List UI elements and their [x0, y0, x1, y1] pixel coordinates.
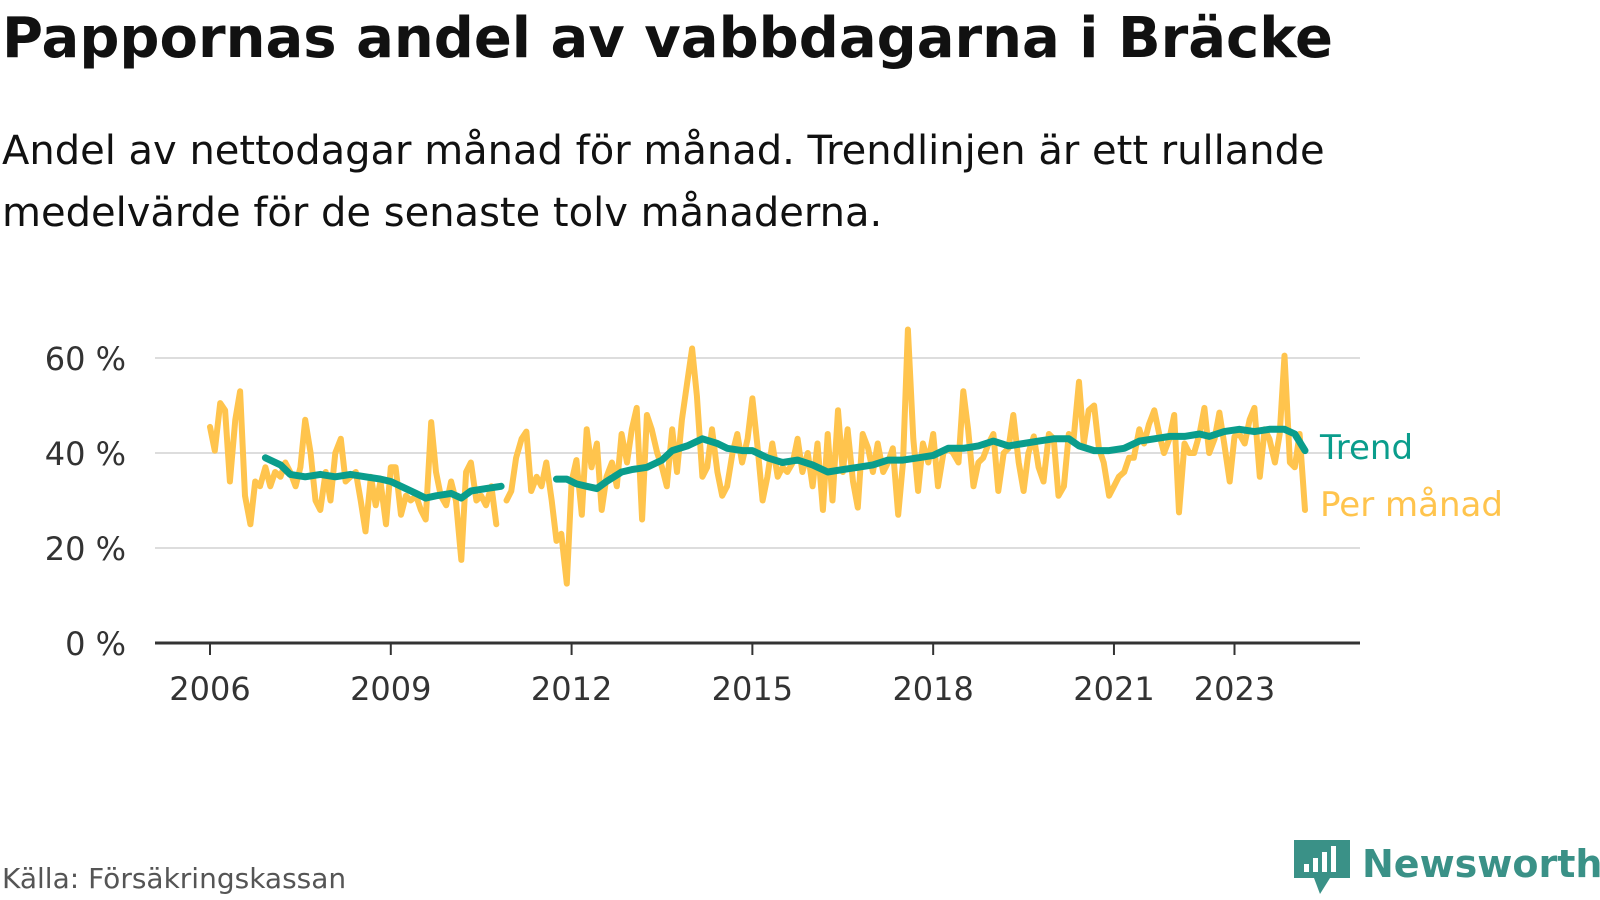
x-tick-label: 2021: [1073, 670, 1154, 708]
series-line-per-manad-segment-2: [503, 326, 1308, 587]
y-tick-label: 20 %: [45, 530, 126, 568]
label-trend: Trend: [1319, 428, 1413, 468]
y-tick-label: 40 %: [45, 435, 126, 473]
x-tick-label: 2012: [531, 670, 612, 708]
series-line-trend-segment-2: [553, 425, 1309, 493]
newsworthy-logo[interactable]: Newsworthy: [1290, 838, 1600, 898]
x-tick-label: 2023: [1194, 670, 1275, 708]
x-tick-label: 2015: [712, 670, 793, 708]
source-note: Källa: Försäkringskassan: [2, 862, 347, 895]
label-per-manad: Per månad: [1320, 485, 1503, 525]
x-tick-label: 2009: [350, 670, 431, 708]
page-title: Pappornas andel av vabbdagarna i Bräcke: [2, 6, 1333, 71]
x-tick-label: 2006: [169, 670, 250, 708]
brand-name: Newsworthy: [1362, 842, 1600, 886]
series-line-trend-segment-1: [261, 454, 505, 502]
page-subtitle: Andel av nettodagar månad för månad. Tre…: [2, 128, 1325, 236]
x-tick-label: 2018: [892, 670, 973, 708]
newsworthy-logo-icon: [1294, 840, 1350, 894]
y-tick-label: 60 %: [45, 340, 126, 378]
y-tick-label: 0 %: [65, 625, 126, 663]
line-chart: 0 % 20 % 40 % 60 % 2006 2009 2012 2015 2018 2021 2…: [45, 326, 1503, 708]
